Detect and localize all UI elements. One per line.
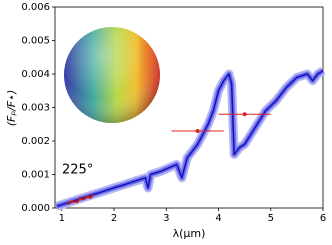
x-tick-label: 4	[215, 213, 221, 224]
y-tick-label: 0.006	[21, 2, 50, 13]
phase-annotation: 225°	[62, 163, 93, 178]
y-tick-label: 0.000	[21, 203, 50, 214]
data-point	[195, 128, 200, 133]
y-axis-label: (Fₚ/F⋆)	[5, 90, 18, 127]
y-tick-label: 0.002	[21, 136, 50, 147]
x-tick-label: 1	[59, 213, 65, 224]
data-point	[242, 112, 247, 117]
y-tick-label: 0.005	[21, 36, 50, 47]
y-tick-label: 0.003	[21, 103, 50, 114]
x-axis-label: λ(μm)	[173, 227, 206, 240]
spectrum-line	[66, 193, 94, 205]
x-tick-label: 6	[320, 213, 326, 224]
x-tick-label: 3	[163, 213, 169, 224]
y-tick-label: 0.001	[21, 170, 50, 181]
x-tick-label: 5	[268, 213, 274, 224]
x-tick-label: 2	[111, 213, 117, 224]
spectrum-line	[56, 70, 324, 208]
planet-shading	[64, 27, 160, 123]
y-tick-label: 0.004	[21, 69, 50, 80]
